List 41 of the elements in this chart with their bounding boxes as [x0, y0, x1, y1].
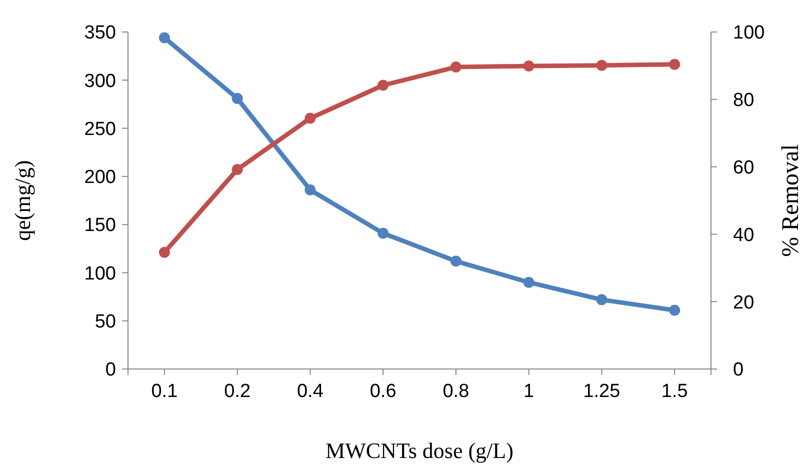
y-tick-label: 350 [84, 22, 116, 44]
point [304, 112, 316, 124]
x-tick-label: 0.8 [442, 381, 470, 402]
point [232, 164, 243, 175]
point [158, 32, 170, 44]
y2-tick-label: 0 [733, 360, 744, 381]
y2-tick-label: 40 [733, 224, 754, 246]
y-axis-title: qe(mg/g) [10, 160, 35, 241]
point [523, 276, 534, 288]
y-tick-label: 250 [84, 118, 116, 140]
y2-tick-label: 60 [733, 157, 754, 178]
x-tick-label: 1.5 [661, 381, 688, 402]
x-tick-label: 0.4 [296, 381, 324, 402]
point [669, 304, 680, 316]
point [232, 92, 243, 104]
point [596, 294, 608, 306]
point [596, 60, 608, 71]
y2-tick-label: 80 [733, 90, 754, 112]
x-tick-label: 0.2 [224, 381, 251, 402]
point [378, 80, 389, 91]
y-tick-label: 150 [84, 215, 116, 236]
y2-tick-label: 20 [733, 292, 754, 314]
y2-axis-title: % Removal [778, 144, 804, 257]
y-tick-label: 50 [94, 312, 116, 333]
x-tick-label: 1.25 [583, 381, 620, 402]
y2-tick-label: 100 [733, 22, 765, 44]
point [669, 58, 680, 70]
x-axis-title: MWCNTs dose (g/L) [326, 438, 514, 463]
x-tick-label: 1 [524, 381, 534, 402]
point [378, 228, 389, 239]
x-tick-label: 0.1 [151, 381, 178, 402]
y-tick-label: 0 [105, 360, 116, 381]
point [450, 256, 462, 267]
y-tick-label: 300 [84, 70, 116, 92]
point [158, 246, 170, 258]
y-tick-label: 100 [84, 263, 116, 284]
x-tick-label: 0.6 [370, 381, 396, 402]
point [450, 62, 462, 73]
y-tick-label: 200 [84, 167, 116, 188]
point [304, 184, 316, 196]
point [523, 60, 534, 72]
